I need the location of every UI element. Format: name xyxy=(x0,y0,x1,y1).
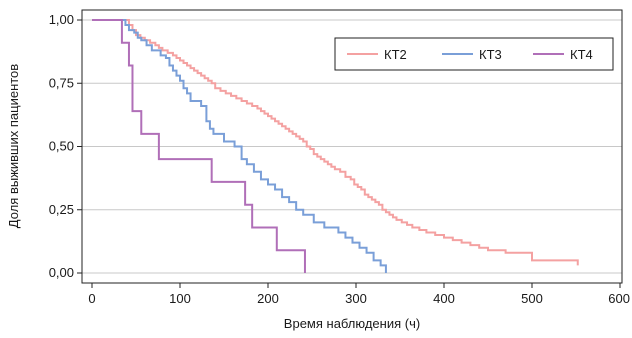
y-tick-label: 0,25 xyxy=(49,202,74,217)
x-tick-label: 500 xyxy=(521,291,543,306)
y-axis: 0,00 0,25 0,50 0,75 1,00 xyxy=(49,12,82,280)
legend-item-kt3: КТ3 xyxy=(442,47,502,62)
x-tick-label: 600 xyxy=(608,291,630,306)
y-axis-title: Доля выживших пациентов xyxy=(6,64,21,228)
legend-item-kt2: КТ2 xyxy=(347,47,407,62)
y-tick-label: 0,00 xyxy=(49,265,74,280)
x-axis: 0 100 200 300 400 500 600 xyxy=(88,283,630,306)
x-tick-label: 200 xyxy=(257,291,279,306)
y-tick-label: 0,50 xyxy=(49,139,74,154)
y-tick-label: 0,75 xyxy=(49,75,74,90)
legend-label-kt2: КТ2 xyxy=(384,47,407,62)
legend-label-kt3: КТ3 xyxy=(479,47,502,62)
x-tick-label: 100 xyxy=(169,291,191,306)
gridlines xyxy=(82,19,622,274)
series-line-2 xyxy=(92,19,579,266)
legend-item-kt4: КТ4 xyxy=(533,47,593,62)
x-tick-label: 300 xyxy=(345,291,367,306)
legend-box xyxy=(334,37,614,71)
legend: КТ2 КТ3 КТ4 xyxy=(334,37,614,71)
x-axis-title: Время наблюдения (ч) xyxy=(284,316,420,331)
x-tick-label: 0 xyxy=(88,291,95,306)
series-lines xyxy=(92,19,579,273)
y-tick-label: 1,00 xyxy=(49,12,74,27)
series-line-3 xyxy=(92,19,387,273)
series-line-4 xyxy=(92,19,306,273)
legend-label-kt4: КТ4 xyxy=(570,47,593,62)
x-tick-label: 400 xyxy=(433,291,455,306)
